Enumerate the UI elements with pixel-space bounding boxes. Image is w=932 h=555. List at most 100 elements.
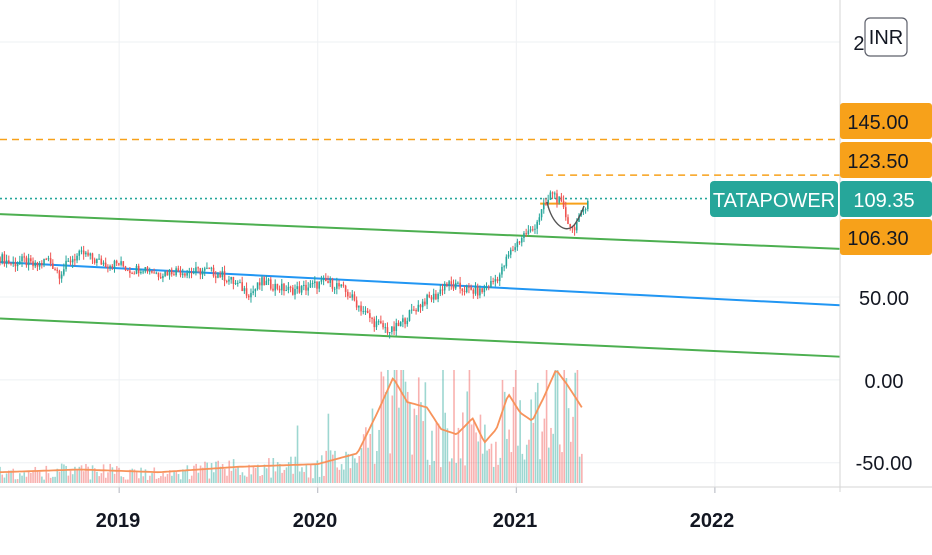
candle-body	[98, 258, 100, 260]
volume-bars	[0, 370, 583, 483]
candle-body	[269, 279, 272, 289]
candle-body	[358, 305, 360, 308]
candle-body	[410, 309, 413, 311]
candle-body	[225, 280, 228, 282]
volume-bar	[21, 475, 23, 483]
volume-bar	[36, 470, 39, 483]
volume-bar	[162, 472, 164, 483]
candle-body	[380, 321, 382, 324]
volume-bar	[193, 465, 195, 483]
candle-body	[371, 317, 373, 319]
candle-body	[104, 262, 107, 267]
svg-text:TATAPOWER: TATAPOWER	[713, 190, 835, 212]
volume-bar	[16, 479, 19, 483]
volume-bar	[539, 459, 541, 483]
volume-bar	[120, 476, 123, 483]
time-tick-2019: 2019	[96, 510, 141, 532]
volume-bar	[201, 467, 204, 483]
candle-body	[206, 267, 208, 269]
candle-body	[291, 287, 294, 295]
candle-body	[214, 276, 217, 278]
candle-body	[518, 241, 521, 243]
volume-bar	[433, 460, 435, 483]
candle-body	[415, 310, 417, 312]
candle-body	[192, 272, 195, 274]
candle-body	[175, 268, 177, 276]
candle-body	[230, 277, 232, 280]
volume-bar	[411, 454, 413, 483]
candle-body	[338, 283, 340, 287]
volume-bar	[217, 460, 219, 483]
volume-bar	[142, 476, 145, 483]
volume-bar	[378, 429, 380, 483]
volume-bar	[347, 453, 350, 483]
candle-body	[562, 201, 565, 208]
currency-button[interactable]: INR	[864, 17, 908, 57]
volume-bar	[27, 471, 30, 483]
candle-body	[256, 282, 259, 289]
volume-bar	[464, 465, 466, 483]
candle-body	[153, 272, 155, 274]
volume-bar	[389, 453, 391, 483]
volume-bar	[484, 424, 486, 483]
volume-moving-average	[0, 370, 583, 474]
volume-bar	[224, 468, 226, 483]
candle-body	[184, 273, 186, 276]
volume-bar	[221, 464, 224, 483]
candle-body	[239, 282, 241, 284]
candle-body	[386, 327, 389, 333]
volume-bar	[177, 474, 180, 483]
candle-body	[417, 304, 420, 312]
candle-body	[320, 279, 323, 282]
volume-bar	[424, 382, 427, 483]
volume-bar	[466, 391, 469, 483]
volume-bar	[351, 454, 354, 483]
candle-body	[439, 289, 442, 294]
candle-body	[331, 279, 334, 289]
volume-bar	[417, 377, 420, 483]
candle-body	[545, 203, 547, 205]
volume-bar	[356, 462, 358, 483]
volume-bar	[219, 466, 222, 483]
volume-bar	[215, 461, 217, 483]
volume-bar	[30, 472, 32, 483]
volume-bar	[25, 476, 28, 483]
volume-bar	[182, 469, 184, 483]
candle-body	[443, 283, 446, 291]
volume-bar	[212, 472, 215, 483]
volume-bar	[336, 467, 339, 483]
price-tick-neg50: -50.00	[856, 453, 913, 475]
volume-bar	[276, 462, 279, 483]
candle-body	[437, 293, 439, 300]
price-candles	[0, 189, 589, 339]
volume-bar	[309, 464, 312, 483]
volume-bar	[530, 399, 532, 483]
volume-bar	[246, 476, 248, 483]
volume-bar	[475, 432, 477, 483]
volume-bar	[345, 451, 347, 483]
candle-body	[146, 267, 149, 272]
candle-body	[56, 269, 59, 271]
candle-body	[179, 271, 182, 276]
volume-bar	[235, 468, 237, 483]
candle-body	[287, 286, 290, 290]
volume-bar	[168, 470, 171, 483]
volume-bar	[265, 468, 268, 483]
volume-bar	[514, 370, 517, 483]
candle-body	[102, 262, 105, 265]
time-axis: 2019 2020 2021 2022	[96, 510, 735, 532]
volume-bar	[506, 438, 508, 483]
volume-bar	[52, 476, 54, 483]
candle-body	[333, 288, 336, 290]
candle-body	[344, 285, 347, 292]
candle-body	[298, 286, 301, 293]
volume-bar	[87, 466, 89, 483]
volume-bar	[479, 414, 482, 483]
candle-body	[100, 258, 103, 265]
volume-bar	[402, 370, 405, 483]
channel-lower-line	[0, 317, 841, 358]
volume-bar	[254, 468, 257, 483]
volume-bar	[572, 416, 574, 483]
candle-body	[36, 262, 39, 267]
